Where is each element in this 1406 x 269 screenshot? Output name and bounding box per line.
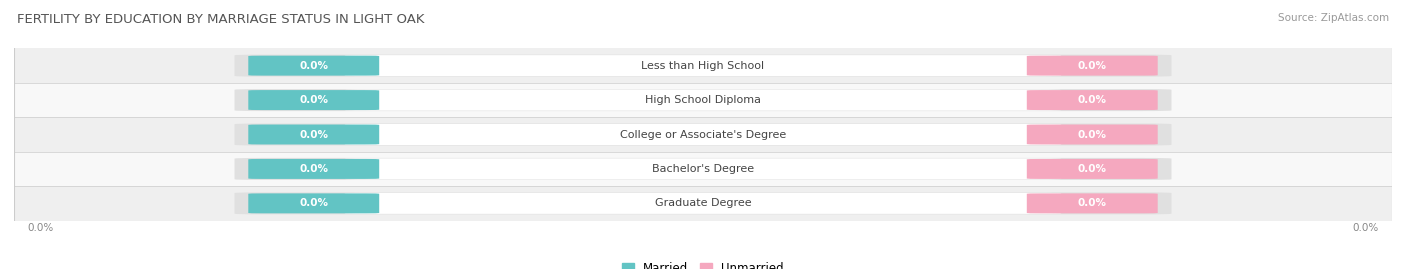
Bar [14, 83, 1392, 117]
Bar [14, 152, 1392, 186]
Legend: Married, Unmarried: Married, Unmarried [617, 258, 789, 269]
Text: 0.0%: 0.0% [299, 61, 328, 71]
Bar [14, 117, 1392, 152]
FancyBboxPatch shape [1026, 90, 1157, 110]
Text: Bachelor's Degree: Bachelor's Degree [652, 164, 754, 174]
Bar [14, 186, 1392, 221]
FancyBboxPatch shape [249, 159, 380, 179]
FancyBboxPatch shape [1026, 159, 1157, 179]
FancyBboxPatch shape [344, 90, 1062, 111]
FancyBboxPatch shape [249, 90, 380, 110]
Text: 0.0%: 0.0% [299, 129, 328, 140]
Text: Graduate Degree: Graduate Degree [655, 198, 751, 208]
Text: College or Associate's Degree: College or Associate's Degree [620, 129, 786, 140]
FancyBboxPatch shape [1026, 193, 1157, 213]
FancyBboxPatch shape [235, 192, 1171, 214]
Text: 0.0%: 0.0% [1353, 223, 1378, 233]
Text: 0.0%: 0.0% [299, 95, 328, 105]
FancyBboxPatch shape [344, 158, 1062, 179]
FancyBboxPatch shape [1026, 125, 1157, 144]
Text: Source: ZipAtlas.com: Source: ZipAtlas.com [1278, 13, 1389, 23]
Text: 0.0%: 0.0% [1078, 164, 1107, 174]
Text: High School Diploma: High School Diploma [645, 95, 761, 105]
FancyBboxPatch shape [1026, 56, 1157, 76]
FancyBboxPatch shape [249, 193, 380, 213]
Text: FERTILITY BY EDUCATION BY MARRIAGE STATUS IN LIGHT OAK: FERTILITY BY EDUCATION BY MARRIAGE STATU… [17, 13, 425, 26]
FancyBboxPatch shape [235, 89, 1171, 111]
Text: 0.0%: 0.0% [1078, 198, 1107, 208]
Bar [14, 48, 1392, 83]
FancyBboxPatch shape [235, 55, 1171, 77]
FancyBboxPatch shape [249, 125, 380, 144]
Text: 0.0%: 0.0% [28, 223, 53, 233]
FancyBboxPatch shape [344, 193, 1062, 214]
FancyBboxPatch shape [235, 158, 1171, 180]
FancyBboxPatch shape [344, 124, 1062, 145]
Text: 0.0%: 0.0% [1078, 95, 1107, 105]
FancyBboxPatch shape [344, 55, 1062, 76]
FancyBboxPatch shape [235, 123, 1171, 146]
Text: 0.0%: 0.0% [299, 198, 328, 208]
Text: 0.0%: 0.0% [299, 164, 328, 174]
Text: Less than High School: Less than High School [641, 61, 765, 71]
FancyBboxPatch shape [249, 56, 380, 76]
Text: 0.0%: 0.0% [1078, 61, 1107, 71]
Text: 0.0%: 0.0% [1078, 129, 1107, 140]
